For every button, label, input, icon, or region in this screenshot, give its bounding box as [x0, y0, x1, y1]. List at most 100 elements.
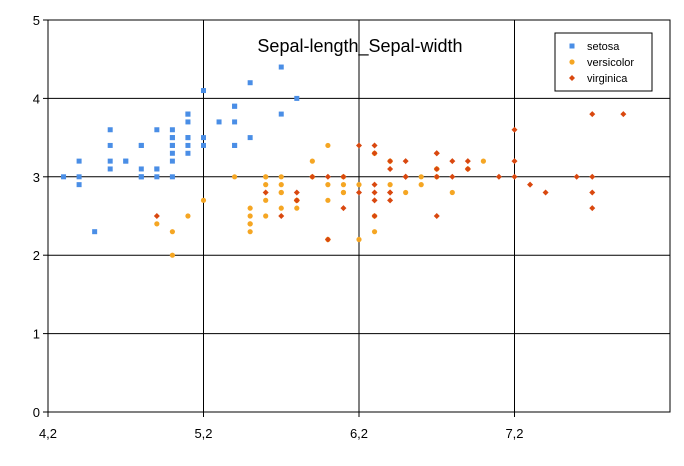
- legend-marker-versicolor: [569, 59, 575, 65]
- setosa-point: [185, 111, 191, 117]
- virginica-point: [589, 205, 596, 212]
- setosa-point: [201, 135, 206, 141]
- setosa-point: [76, 174, 82, 180]
- setosa-point: [169, 158, 175, 164]
- versicolor-point: [247, 229, 253, 235]
- setosa-point: [232, 103, 238, 109]
- virginica-point: [573, 173, 580, 180]
- versicolor-point: [403, 189, 409, 196]
- setosa-point: [169, 135, 175, 141]
- versicolor-point: [325, 142, 331, 149]
- legend-marker-virginica: [569, 75, 575, 81]
- virginica-point: [464, 158, 471, 165]
- virginica-point: [527, 181, 534, 188]
- virginica-point: [620, 111, 627, 118]
- setosa-point: [185, 142, 191, 148]
- setosa-point: [107, 166, 113, 172]
- virginica-point: [371, 150, 378, 157]
- x-tick-label: 7,2: [505, 426, 523, 441]
- virginica-point: [278, 213, 285, 219]
- versicolor-point: [387, 182, 393, 188]
- versicolor-point: [200, 197, 207, 203]
- virginica-point: [293, 197, 300, 204]
- setosa-point: [247, 135, 253, 141]
- virginica-point: [262, 189, 269, 196]
- setosa-point: [107, 127, 113, 133]
- virginica-point: [387, 158, 394, 165]
- versicolor-point: [356, 182, 362, 188]
- versicolor-point: [263, 182, 269, 188]
- versicolor-point: [247, 221, 253, 227]
- virginica-point: [464, 165, 471, 172]
- virginica-point: [340, 173, 347, 180]
- virginica-point: [449, 173, 456, 180]
- versicolor-point: [169, 229, 175, 235]
- virginica-point: [589, 173, 596, 180]
- versicolor-point: [340, 182, 347, 188]
- series-setosa: [61, 64, 300, 235]
- setosa-point: [154, 166, 160, 172]
- versicolor-point: [309, 158, 315, 164]
- virginica-point: [371, 189, 378, 196]
- virginica-point: [449, 158, 456, 165]
- versicolor-point: [263, 174, 269, 180]
- versicolor-point: [263, 213, 269, 219]
- setosa-point: [185, 119, 191, 125]
- versicolor-point: [418, 174, 424, 180]
- y-tick-label: 5: [33, 13, 40, 28]
- virginica-point: [433, 213, 440, 219]
- y-tick-label: 4: [33, 91, 40, 106]
- x-tick-label: 4,2: [39, 426, 57, 441]
- virginica-point: [542, 189, 549, 196]
- versicolor-point: [340, 189, 347, 196]
- virginica-point: [511, 158, 518, 165]
- axis-labels: 0 1 2 3 4 5 4,2 5,2 6,2 7,2: [33, 13, 524, 441]
- virginica-point: [511, 173, 518, 180]
- virginica-point: [356, 142, 362, 149]
- setosa-point: [107, 142, 113, 148]
- versicolor-point: [449, 189, 455, 196]
- data-points: [61, 64, 627, 258]
- versicolor-point: [278, 189, 284, 196]
- virginica-point: [356, 189, 362, 196]
- setosa-point: [169, 150, 175, 156]
- versicolor-point: [278, 205, 284, 211]
- setosa-point: [169, 174, 175, 180]
- legend-item-virginica: virginica: [569, 73, 628, 85]
- legend-item-versicolor: versicolor: [569, 57, 634, 69]
- versicolor-point: [185, 213, 191, 219]
- virginica-point: [495, 173, 502, 180]
- legend-label: versicolor: [587, 57, 634, 69]
- setosa-point: [107, 158, 113, 164]
- versicolor-point: [247, 205, 253, 211]
- virginica-point: [387, 189, 394, 196]
- setosa-point: [232, 142, 238, 148]
- versicolor-point: [325, 182, 331, 188]
- setosa-point: [138, 174, 144, 180]
- versicolor-point: [278, 182, 284, 188]
- setosa-point: [61, 174, 67, 180]
- versicolor-point: [294, 205, 300, 211]
- virginica-point: [153, 213, 160, 219]
- y-tick-label: 2: [33, 248, 40, 263]
- y-tick-label: 1: [33, 327, 40, 342]
- setosa-point: [185, 135, 191, 141]
- setosa-point: [92, 229, 98, 235]
- setosa-point: [76, 182, 82, 188]
- setosa-point: [138, 166, 144, 172]
- virginica-point: [340, 205, 347, 212]
- setosa-point: [278, 111, 284, 117]
- setosa-point: [201, 88, 206, 94]
- versicolor-point: [480, 158, 486, 164]
- y-tick-label: 0: [33, 405, 40, 420]
- x-tick-label: 5,2: [194, 426, 212, 441]
- setosa-point: [294, 95, 300, 101]
- legend: setosa versicolor virginica: [554, 32, 653, 92]
- versicolor-point: [154, 221, 160, 227]
- legend-label: setosa: [587, 41, 620, 53]
- setosa-point: [169, 127, 175, 133]
- virginica-point: [371, 181, 378, 188]
- versicolor-point: [325, 197, 331, 203]
